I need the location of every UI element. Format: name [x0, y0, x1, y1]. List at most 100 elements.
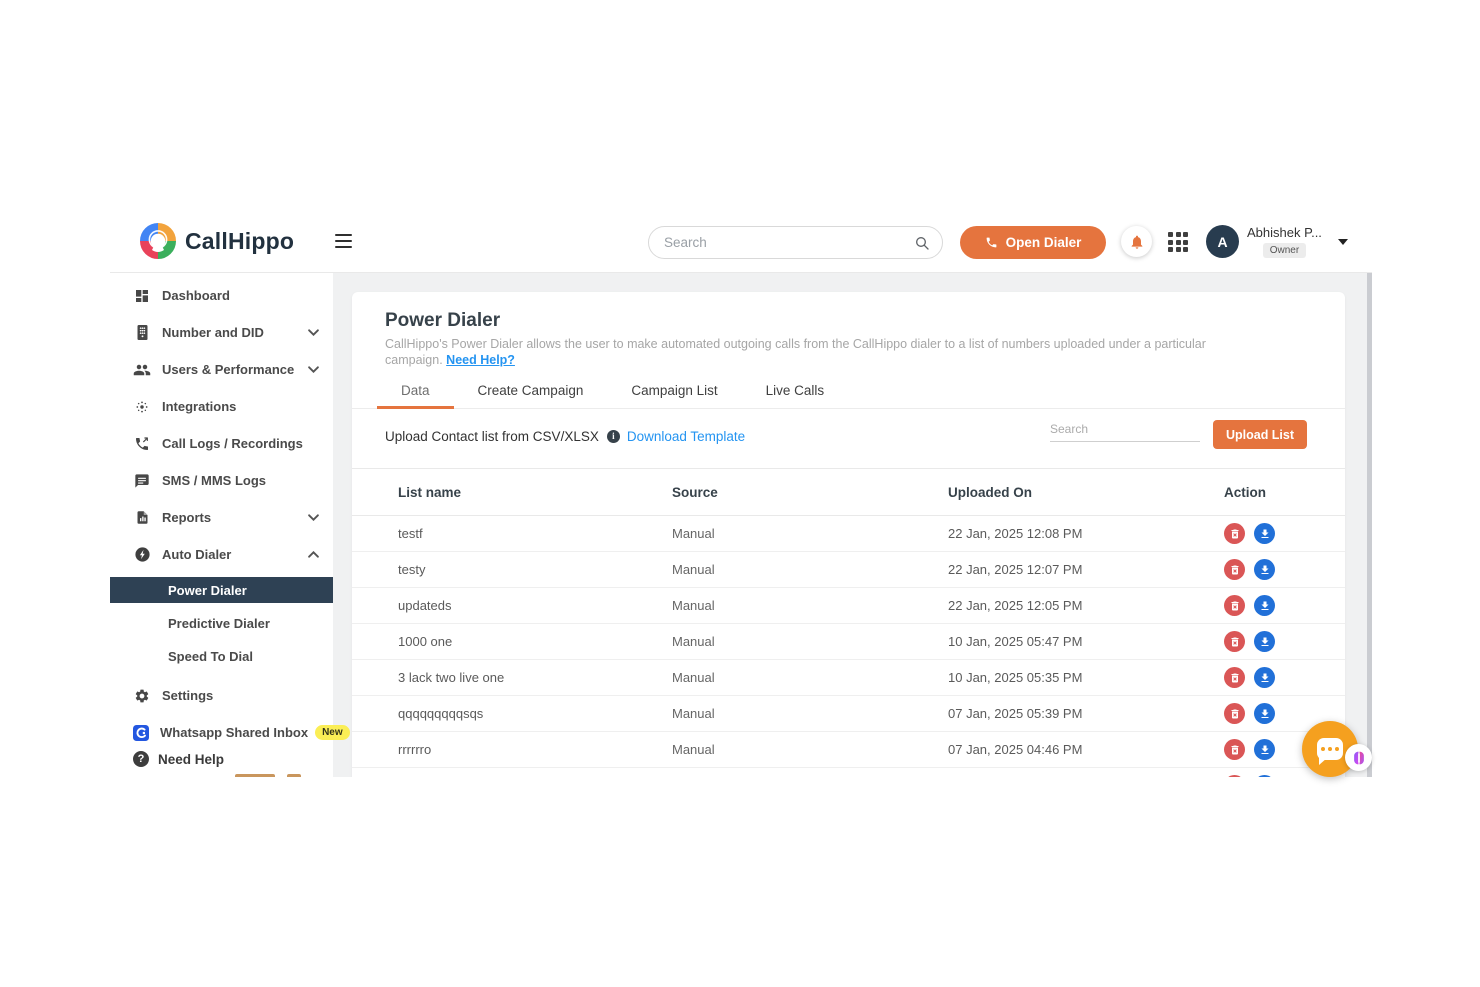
- sidebar-item-number-and-did[interactable]: Number and DID: [110, 314, 333, 351]
- user-menu-caret-icon[interactable]: [1338, 239, 1348, 245]
- reports-icon: [133, 509, 151, 527]
- cell-uploaded-on: 07 Jan, 2025 04:46 PM: [948, 742, 1083, 757]
- tab-bar: Data Create Campaign Campaign List Live …: [352, 372, 1345, 409]
- table-search-input[interactable]: [1050, 422, 1205, 436]
- download-button[interactable]: [1254, 703, 1275, 724]
- tab-campaign-list[interactable]: Campaign List: [607, 372, 741, 408]
- users-icon: [133, 361, 151, 379]
- user-avatar[interactable]: A: [1206, 225, 1239, 258]
- download-icon: [1261, 709, 1268, 718]
- sidebar-item-dashboard[interactable]: Dashboard: [110, 277, 333, 314]
- download-button[interactable]: [1254, 631, 1275, 652]
- cell-source: Manual: [672, 670, 715, 685]
- tab-create-campaign[interactable]: Create Campaign: [454, 372, 608, 408]
- user-role-badge: Owner: [1262, 243, 1307, 258]
- dashboard-icon: [133, 287, 151, 305]
- sidebar-child-label: Predictive Dialer: [168, 616, 270, 631]
- download-button[interactable]: [1254, 739, 1275, 760]
- cell-uploaded-on: 22 Jan, 2025 12:05 PM: [948, 598, 1083, 613]
- sms-icon: [133, 472, 151, 490]
- sidebar-item-integrations[interactable]: Integrations: [110, 388, 333, 425]
- cell-source: Manual: [672, 562, 715, 577]
- download-template-link[interactable]: Download Template: [626, 428, 746, 444]
- call-logs-icon: [133, 435, 151, 453]
- need-help-label: Need Help: [158, 751, 225, 767]
- global-search-input[interactable]: [664, 235, 914, 250]
- description-line1: CallHippo's Power Dialer allows the user…: [385, 337, 1206, 351]
- table-row: 1000 one Manual 10 Jan, 2025 05:47 PM: [352, 624, 1345, 660]
- download-icon: [1261, 673, 1268, 682]
- apps-grid-icon[interactable]: [1168, 232, 1188, 252]
- tab-label: Campaign List: [631, 382, 718, 398]
- tab-data[interactable]: Data: [377, 372, 454, 409]
- delete-button[interactable]: [1224, 703, 1245, 724]
- cell-list-name: rrrrrro: [398, 742, 432, 757]
- sidebar-item-label: Integrations: [162, 399, 237, 414]
- table-header-row: List name Source Uploaded On Action: [352, 468, 1345, 516]
- delete-icon: [1231, 637, 1238, 646]
- info-icon[interactable]: [606, 429, 620, 443]
- menu-toggle-icon[interactable]: [335, 234, 352, 252]
- upload-list-button[interactable]: Upload List: [1213, 420, 1307, 449]
- table-row: updateds Manual 22 Jan, 2025 12:05 PM: [352, 588, 1345, 624]
- callhippo-logo-icon: [140, 223, 176, 259]
- delete-button[interactable]: [1224, 559, 1245, 580]
- global-search: [648, 226, 943, 259]
- table-row: testf Manual 22 Jan, 2025 12:08 PM: [352, 516, 1345, 552]
- delete-button[interactable]: [1224, 631, 1245, 652]
- open-dialer-button[interactable]: Open Dialer: [960, 226, 1106, 259]
- sidebar-item-whatsapp-inbox[interactable]: Whatsapp Shared Inbox New: [110, 714, 350, 751]
- tab-label: Create Campaign: [477, 382, 584, 398]
- column-header-source: Source: [672, 484, 718, 500]
- sidebar-item-need-help[interactable]: Need Help: [110, 747, 333, 771]
- download-button[interactable]: [1254, 559, 1275, 580]
- sidebar-item-auto-dialer[interactable]: Auto Dialer: [110, 536, 333, 573]
- delete-button[interactable]: [1224, 523, 1245, 544]
- sidebar-nav: Dashboard Number and DID Users & Perform…: [110, 273, 350, 777]
- table-row: testy Manual 22 Jan, 2025 12:07 PM: [352, 552, 1345, 588]
- tab-live-calls[interactable]: Live Calls: [742, 372, 849, 408]
- sidebar-item-label: Settings: [162, 688, 214, 703]
- sidebar-item-power-dialer[interactable]: Power Dialer: [110, 577, 333, 603]
- sidebar-item-settings[interactable]: Settings: [110, 677, 333, 714]
- cell-list-name: testy: [398, 562, 426, 577]
- top-header: CallHippo Open Dialer: [110, 210, 1372, 273]
- cell-source: Manual: [672, 598, 715, 613]
- delete-button[interactable]: [1224, 739, 1245, 760]
- vertical-scrollbar[interactable]: [1367, 273, 1372, 777]
- power-dialer-card: Power Dialer CallHippo's Power Dialer al…: [352, 292, 1345, 777]
- sidebar-item-label: Users & Performance: [162, 362, 295, 377]
- column-header-uploaded-on: Uploaded On: [948, 484, 1032, 500]
- sidebar-item-speed-to-dial[interactable]: Speed To Dial: [110, 640, 333, 673]
- user-menu[interactable]: Abhishek P... Owner: [1247, 225, 1322, 258]
- sidebar-item-call-logs[interactable]: Call Logs / Recordings: [110, 425, 333, 462]
- need-help-link[interactable]: Need Help?: [446, 352, 515, 367]
- cell-source: Manual: [672, 742, 715, 757]
- chevron-up-icon: [308, 551, 319, 558]
- delete-button[interactable]: [1224, 667, 1245, 688]
- download-button[interactable]: [1254, 667, 1275, 688]
- cell-list-name: 3 lack two live one: [398, 670, 505, 685]
- open-dialer-label: Open Dialer: [1005, 235, 1082, 250]
- download-button[interactable]: [1254, 775, 1275, 777]
- clipped-banner-element: [287, 774, 301, 777]
- download-icon: [1261, 745, 1268, 754]
- page-title: Power Dialer: [385, 310, 501, 331]
- delete-button[interactable]: [1224, 775, 1245, 777]
- main-content-area: Power Dialer CallHippo's Power Dialer al…: [333, 273, 1372, 777]
- cell-source: Manual: [672, 634, 715, 649]
- notifications-button[interactable]: [1121, 226, 1152, 257]
- sidebar-item-sms-logs[interactable]: SMS / MMS Logs: [110, 462, 333, 499]
- download-button[interactable]: [1254, 595, 1275, 616]
- delete-icon: [1231, 565, 1238, 574]
- delete-icon: [1231, 601, 1238, 610]
- sidebar-item-reports[interactable]: Reports: [110, 499, 333, 536]
- sidebar-item-users-performance[interactable]: Users & Performance: [110, 351, 333, 388]
- download-button[interactable]: [1254, 523, 1275, 544]
- question-icon: [133, 751, 149, 767]
- delete-button[interactable]: [1224, 595, 1245, 616]
- auto-dialer-icon: [133, 546, 151, 564]
- sidebar-item-predictive-dialer[interactable]: Predictive Dialer: [110, 607, 333, 640]
- ai-assistant-button[interactable]: [1345, 744, 1372, 771]
